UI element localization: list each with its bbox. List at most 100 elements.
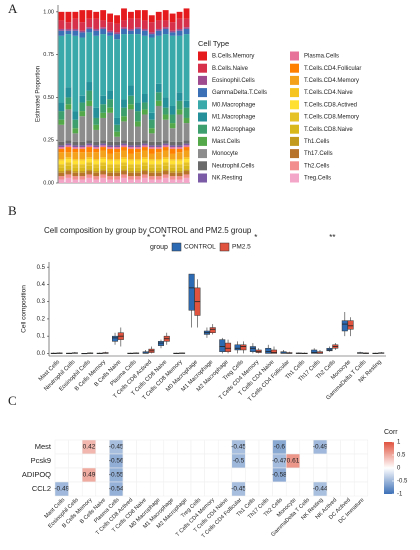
bar-segment	[107, 22, 114, 31]
bar-segment	[114, 15, 120, 24]
empty-cell	[68, 439, 83, 455]
bar-segment	[141, 169, 148, 172]
box	[341, 320, 348, 332]
empty-cell	[81, 453, 97, 469]
bar-segment	[155, 152, 162, 160]
bar-segment	[141, 143, 148, 146]
empty-cell	[136, 453, 151, 469]
empty-cell	[258, 467, 273, 483]
bar-segment	[107, 13, 114, 23]
bar-segment	[141, 102, 148, 110]
legend-swatch	[198, 100, 207, 110]
bar-segment	[65, 104, 72, 110]
bar-segment	[128, 172, 134, 177]
empty-cell	[177, 467, 192, 483]
bar-segment	[128, 34, 134, 86]
bar-segment	[134, 176, 141, 180]
bar-segment	[128, 28, 134, 31]
bar-segment	[79, 167, 86, 172]
empty-cell	[340, 453, 355, 469]
box	[271, 349, 278, 354]
empty-cell	[217, 439, 233, 455]
bar-segment	[100, 143, 107, 146]
bar-segment	[65, 34, 72, 88]
bar-segment	[169, 171, 176, 173]
bar-segment	[176, 109, 183, 115]
empty-cell	[204, 467, 219, 483]
empty-cell	[122, 467, 137, 483]
bar-segment	[93, 167, 100, 172]
bar-segment	[100, 145, 107, 148]
bar-segment	[114, 148, 120, 153]
bar-segment	[162, 171, 169, 175]
bar-segment	[93, 11, 100, 19]
empty-cell	[258, 453, 273, 469]
empty-cell	[95, 481, 110, 497]
bar-segment	[155, 179, 162, 183]
bar-segment	[114, 176, 120, 180]
empty-cell	[149, 453, 165, 469]
colorbar-tick-label: 1	[397, 440, 401, 446]
bar-segment	[128, 179, 134, 183]
bar-segment	[93, 160, 100, 165]
legend-label: NK.Resting	[212, 176, 242, 182]
bar-segment	[183, 145, 190, 148]
empty-cell	[258, 481, 273, 497]
empty-cell	[353, 467, 369, 483]
bar-segment	[65, 109, 72, 141]
bar-segment	[148, 176, 155, 180]
bar-segment	[114, 179, 120, 183]
bar-segment	[86, 152, 93, 158]
bar-segment	[183, 171, 190, 175]
bar-segment	[58, 167, 65, 172]
bar-segment	[58, 147, 65, 149]
bar-segment	[100, 171, 107, 175]
empty-cell	[340, 467, 355, 483]
bar-segment	[134, 159, 141, 161]
bar-segment	[86, 143, 93, 146]
bar-segment	[114, 131, 120, 137]
bar-segment	[169, 35, 176, 106]
bar-segment	[72, 119, 79, 129]
bar-segment	[114, 32, 120, 35]
bar-segment	[65, 171, 72, 175]
bar-segment	[155, 11, 162, 21]
bar-segment	[148, 133, 155, 142]
bar-segment	[128, 171, 134, 173]
bar-segment	[148, 22, 155, 33]
bar-segment	[169, 176, 176, 180]
bar-segment	[65, 169, 72, 172]
box	[347, 320, 354, 330]
empty-cell	[204, 481, 219, 497]
bar-segment	[121, 150, 127, 158]
legend-label: T.Cells.CD8.Actived	[304, 102, 357, 108]
legend-label: Neutrophil.Cells	[212, 163, 254, 169]
legend-swatch	[290, 173, 299, 183]
bar-segment	[183, 123, 190, 141]
bar-segment	[155, 171, 162, 173]
bar-segment	[141, 165, 148, 170]
bar-segment	[128, 147, 134, 149]
legend-label: M0.Macrophage	[212, 102, 256, 108]
bar-segment	[155, 92, 162, 101]
legend-swatch	[198, 149, 207, 159]
bar-segment	[121, 107, 127, 117]
bar-segment	[79, 172, 86, 177]
bar-segment	[79, 160, 86, 165]
bar-segment	[72, 147, 79, 149]
legend-swatch	[198, 51, 207, 61]
bar-segment	[162, 147, 169, 151]
bar-segment	[114, 23, 120, 33]
bar-segment	[58, 119, 65, 125]
bar-segment	[141, 174, 148, 178]
bar-segment	[100, 10, 107, 21]
bar-segment	[79, 159, 86, 161]
bar-segment	[72, 133, 79, 142]
bar-segment	[155, 20, 162, 29]
bar-segment	[162, 165, 169, 170]
bar-segment	[176, 164, 183, 168]
empty-cell	[245, 453, 260, 469]
bar-segment	[183, 150, 190, 158]
legend-swatch	[198, 124, 207, 134]
bar-segment	[58, 148, 65, 153]
